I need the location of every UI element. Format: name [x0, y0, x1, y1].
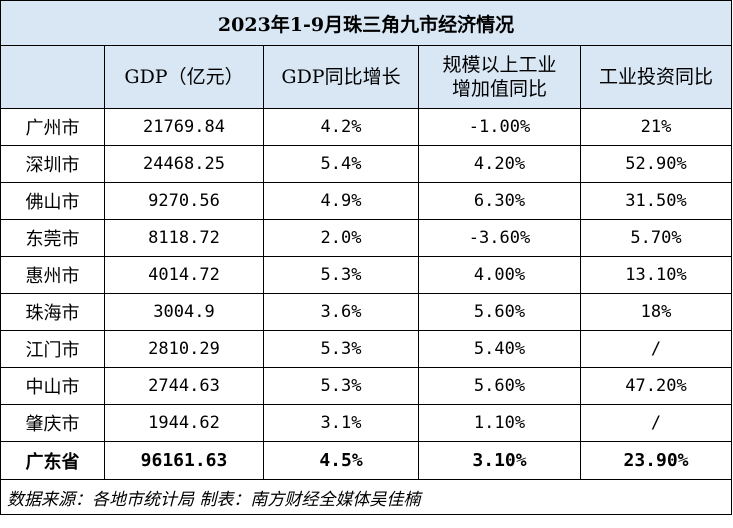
industrial-investment-cell: /: [579, 330, 733, 368]
industrial-investment-cell: 31.50%: [579, 182, 733, 220]
gdp-growth-cell: 2.0%: [263, 219, 419, 257]
gdp-cell: 21769.84: [104, 108, 264, 146]
total-industrial-added-value: 3.10%: [418, 441, 581, 480]
total-gdp: 96161.63: [104, 441, 264, 480]
table-row: 佛山市 9270.56 4.9% 6.30% 31.50%: [0, 182, 733, 220]
total-industrial-investment: 23.90%: [579, 441, 733, 480]
total-gdp-growth: 4.5%: [263, 441, 419, 480]
gdp-cell: 9270.56: [104, 182, 264, 220]
industrial-investment-cell: /: [579, 404, 733, 442]
city-cell: 东莞市: [0, 219, 105, 257]
gdp-growth-cell: 3.6%: [263, 293, 419, 331]
total-region: 广东省: [0, 441, 105, 480]
industrial-added-value-cell: 6.30%: [418, 182, 581, 220]
header-cell-empty: [0, 45, 105, 109]
gdp-growth-cell: 4.9%: [263, 182, 419, 220]
industrial-added-value-cell: 1.10%: [418, 404, 581, 442]
header-gdp-growth: GDP同比增长: [263, 45, 419, 109]
city-cell: 珠海市: [0, 293, 105, 331]
source-note: 数据来源：各地市统计局 制表：南方财经全媒体吴佳楠: [0, 479, 733, 515]
table-row: 广州市 21769.84 4.2% -1.00% 21%: [0, 108, 733, 146]
industrial-added-value-cell: 5.60%: [418, 367, 581, 405]
header-industrial-added-value: 规模以上工业增加值同比: [418, 45, 581, 109]
table-row: 江门市 2810.29 5.3% 5.40% /: [0, 330, 733, 368]
industrial-added-value-cell: 5.60%: [418, 293, 581, 331]
gdp-growth-cell: 5.4%: [263, 145, 419, 183]
table-row: 惠州市 4014.72 5.3% 4.00% 13.10%: [0, 256, 733, 294]
city-cell: 中山市: [0, 367, 105, 405]
table-row: 珠海市 3004.9 3.6% 5.60% 18%: [0, 293, 733, 331]
industrial-investment-cell: 47.20%: [579, 367, 733, 405]
table-row: 深圳市 24468.25 5.4% 4.20% 52.90%: [0, 145, 733, 183]
city-cell: 广州市: [0, 108, 105, 146]
industrial-investment-cell: 13.10%: [579, 256, 733, 294]
gdp-growth-cell: 3.1%: [263, 404, 419, 442]
industrial-added-value-cell: 5.40%: [418, 330, 581, 368]
gdp-cell: 24468.25: [104, 145, 264, 183]
city-cell: 肇庆市: [0, 404, 105, 442]
industrial-investment-cell: 21%: [579, 108, 733, 146]
industrial-investment-cell: 52.90%: [579, 145, 733, 183]
gdp-growth-cell: 5.3%: [263, 367, 419, 405]
city-cell: 深圳市: [0, 145, 105, 183]
industrial-added-value-cell: -1.00%: [418, 108, 581, 146]
header-gdp: GDP（亿元）: [104, 45, 264, 109]
gdp-cell: 2810.29: [104, 330, 264, 368]
city-cell: 惠州市: [0, 256, 105, 294]
header-row: GDP（亿元） GDP同比增长 规模以上工业增加值同比 工业投资同比: [0, 45, 733, 109]
industrial-added-value-cell: -3.60%: [418, 219, 581, 257]
industrial-added-value-cell: 4.00%: [418, 256, 581, 294]
gdp-cell: 1944.62: [104, 404, 264, 442]
total-row: 广东省 96161.63 4.5% 3.10% 23.90%: [0, 441, 733, 480]
gdp-cell: 2744.63: [104, 367, 264, 405]
table-row: 东莞市 8118.72 2.0% -3.60% 5.70%: [0, 219, 733, 257]
gdp-growth-cell: 5.3%: [263, 256, 419, 294]
table-row: 肇庆市 1944.62 3.1% 1.10% /: [0, 404, 733, 442]
gdp-growth-cell: 4.2%: [263, 108, 419, 146]
industrial-investment-cell: 18%: [579, 293, 733, 331]
header-industrial-investment: 工业投资同比: [579, 45, 733, 109]
city-cell: 佛山市: [0, 182, 105, 220]
economic-table: 2023年1-9月珠三角九市经济情况 GDP（亿元） GDP同比增长 规模以上工…: [0, 0, 733, 515]
gdp-cell: 8118.72: [104, 219, 264, 257]
city-cell: 江门市: [0, 330, 105, 368]
gdp-cell: 3004.9: [104, 293, 264, 331]
gdp-cell: 4014.72: [104, 256, 264, 294]
industrial-investment-cell: 5.70%: [579, 219, 733, 257]
gdp-growth-cell: 5.3%: [263, 330, 419, 368]
table-title: 2023年1-9月珠三角九市经济情况: [0, 0, 733, 46]
table-row: 中山市 2744.63 5.3% 5.60% 47.20%: [0, 367, 733, 405]
industrial-added-value-cell: 4.20%: [418, 145, 581, 183]
